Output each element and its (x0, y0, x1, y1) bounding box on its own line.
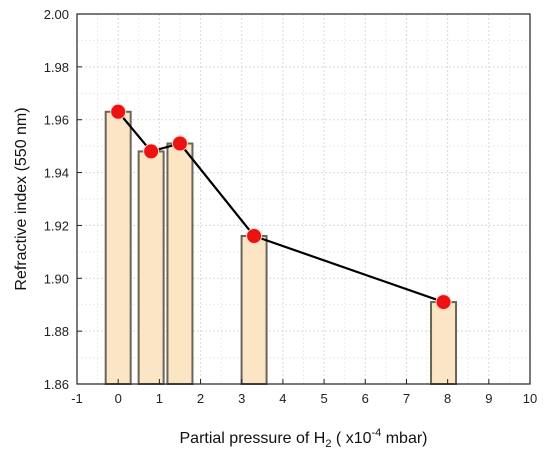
data-point (143, 143, 160, 160)
x-tick-label: 3 (238, 391, 245, 406)
x-axis-title: Partial pressure of H2 ( x10-4 mbar) (180, 427, 428, 450)
y-tick-label: 1.86 (44, 377, 69, 392)
x-tick-label: 2 (197, 391, 204, 406)
x-axis-title-superscript: -4 (371, 427, 381, 439)
y-axis-title: Refractive index (550 nm) (13, 107, 30, 290)
x-tick-label: 6 (362, 391, 369, 406)
data-point (171, 135, 188, 152)
x-axis-title-main: Partial pressure of H (180, 430, 326, 447)
y-tick-label: 2.00 (44, 7, 69, 22)
x-tick-label: 7 (403, 391, 410, 406)
x-axis-title-end: mbar) (381, 430, 427, 447)
markers (110, 103, 452, 311)
x-tick-label: 8 (444, 391, 451, 406)
x-tick-label: -1 (71, 391, 83, 406)
y-tick-label: 1.98 (44, 60, 69, 75)
data-point (246, 228, 263, 244)
y-tick-label: 1.94 (44, 166, 69, 181)
bar (137, 150, 165, 385)
x-tick-label: 0 (115, 391, 122, 406)
x-tick-label: 10 (523, 391, 537, 406)
bar (166, 142, 194, 385)
x-axis-title-middle: ( x10 (331, 430, 371, 447)
plot-frame (76, 13, 531, 385)
x-tick-label: 9 (485, 391, 492, 406)
bar (104, 110, 132, 386)
y-axis-ticks: 1.86 1.88 1.90 1.92 1.94 1.96 1.98 2.00 (44, 7, 82, 392)
bar (240, 235, 268, 385)
y-tick-label: 1.90 (44, 271, 69, 286)
y-tick-label: 1.92 (44, 218, 69, 233)
x-axis-ticks: -1 0 1 2 3 4 5 6 7 8 9 10 (71, 379, 537, 406)
data-point (435, 294, 452, 311)
y-tick-label: 1.88 (44, 324, 69, 339)
bars (104, 110, 458, 386)
y-tick-label: 1.96 (44, 113, 69, 128)
x-tick-label: 4 (279, 391, 286, 406)
data-point (110, 103, 127, 120)
x-tick-label: 5 (320, 391, 327, 406)
x-axis-title-subscript: 2 (325, 438, 331, 450)
bar (430, 301, 458, 386)
x-tick-label: 1 (156, 391, 163, 406)
